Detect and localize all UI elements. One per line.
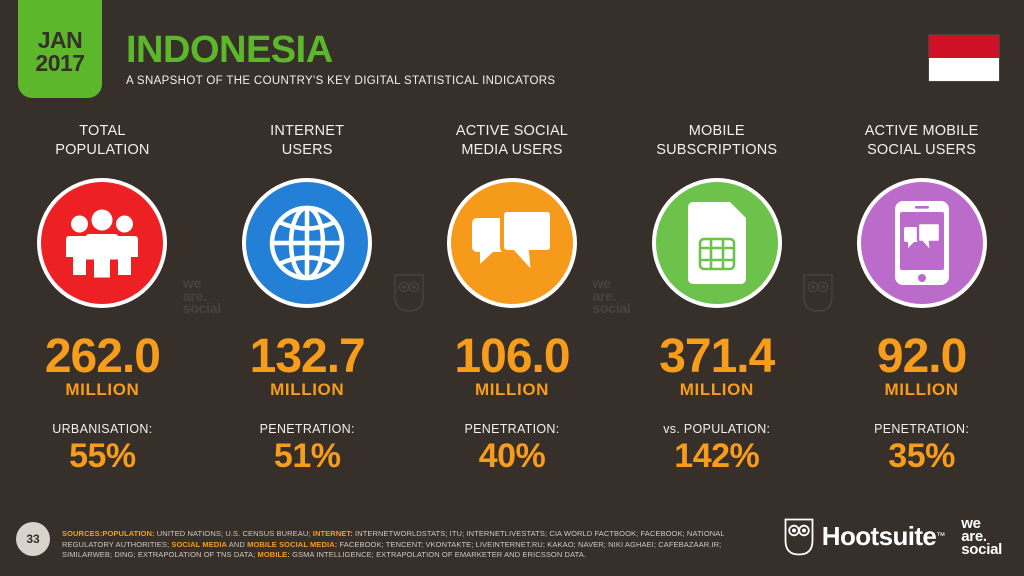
flag-stripe-white bbox=[929, 58, 999, 81]
owl-icon bbox=[393, 274, 424, 312]
metric-sub-value: 51% bbox=[273, 437, 341, 475]
sources-label: SOURCES: bbox=[62, 529, 103, 539]
sources-mid-and: AND bbox=[227, 539, 248, 549]
metric-icon-circle bbox=[856, 178, 987, 308]
watermark-line2: are. bbox=[182, 287, 207, 304]
metric-active-social-media-users: ACTIVE SOCIAL MEDIA USERS 106.0 MILLION … bbox=[410, 122, 631, 497]
metric-label: ACTIVE SOCIAL MEDIA USERS bbox=[456, 122, 568, 166]
watermark-line1: we bbox=[182, 275, 201, 291]
metric-value: 132.7 bbox=[249, 330, 366, 383]
sources-text: SOURCES:POPULATION: UNITED NATIONS; U.S.… bbox=[62, 529, 762, 560]
metric-icon-circle bbox=[446, 178, 577, 308]
globe-icon bbox=[269, 205, 345, 281]
sources-text-mobile: GSMA INTELLIGENCE; EXTRAPOLATION OF EMAR… bbox=[289, 549, 587, 559]
metric-label: INTERNET USERS bbox=[270, 122, 344, 166]
metric-sub-label: URBANISATION: bbox=[52, 422, 153, 436]
sources-key-social-media: SOCIAL MEDIA bbox=[171, 539, 228, 549]
metric-label-line1: INTERNET bbox=[270, 123, 345, 139]
mobile-phone-chat-icon bbox=[894, 201, 949, 285]
metric-unit: MILLION bbox=[474, 380, 550, 399]
metrics-row: TOTAL POPULATION 262.0 MILLION URBANISAT… bbox=[0, 122, 1024, 497]
metric-unit: MILLION bbox=[270, 380, 345, 399]
hootsuite-owl-icon bbox=[784, 518, 814, 555]
metric-icon-circle bbox=[651, 178, 782, 308]
metric-sub-value: 35% bbox=[888, 437, 955, 475]
sim-card-icon bbox=[687, 202, 746, 284]
metric-label: ACTIVE MOBILE SOCIAL USERS bbox=[865, 122, 979, 166]
indonesia-flag-icon bbox=[928, 34, 1000, 82]
sources-text-social: FACEBOOK; TENCENT; VKONTAKTE; LIVEINTERN… bbox=[62, 539, 722, 559]
hootsuite-wordmark: Hootsuite™ bbox=[822, 521, 945, 552]
watermark-line3: social bbox=[592, 300, 631, 316]
metric-sub-value: 142% bbox=[674, 437, 760, 475]
metric-label: TOTAL POPULATION bbox=[55, 122, 149, 166]
sources-text-internet: INTERNETWORLDSTATS; ITU; INTERNETLIVESTA… bbox=[62, 529, 725, 549]
metric-value: 371.4 bbox=[659, 330, 775, 383]
date-year: 2017 bbox=[35, 50, 85, 76]
brand-row: Hootsuite™ we are. social bbox=[784, 515, 1002, 558]
was-line3: social bbox=[961, 541, 1002, 558]
page-title: INDONESIA bbox=[126, 29, 333, 71]
metric-unit: MILLION bbox=[884, 380, 959, 399]
metric-sub-value: 55% bbox=[69, 437, 136, 475]
page-subtitle: A SNAPSHOT OF THE COUNTRY'S KEY DIGITAL … bbox=[126, 75, 556, 87]
title-block: INDONESIA A SNAPSHOT OF THE COUNTRY'S KE… bbox=[126, 30, 555, 88]
metric-sub-label: PENETRATION: bbox=[874, 422, 970, 436]
metric-label-line2: SOCIAL USERS bbox=[867, 142, 977, 158]
metric-total-population: TOTAL POPULATION 262.0 MILLION URBANISAT… bbox=[0, 122, 221, 497]
metric-label-line1: TOTAL bbox=[79, 123, 126, 139]
flag-stripe-red bbox=[929, 35, 999, 58]
we-are-social-watermark: we are. social bbox=[592, 275, 631, 316]
metric-sub-label: vs. POPULATION: bbox=[663, 422, 771, 436]
sources-key-population: POPULATION: bbox=[102, 529, 155, 539]
date-badge: JAN 2017 bbox=[18, 0, 102, 98]
metric-value: 92.0 bbox=[876, 330, 967, 383]
metric-icon-circle bbox=[242, 178, 373, 308]
was-line2: are. bbox=[961, 528, 987, 545]
metric-icon-circle bbox=[37, 178, 168, 308]
sources-key-mobile: MOBILE: bbox=[257, 549, 290, 559]
metric-label-line2: SUBSCRIPTIONS bbox=[656, 142, 778, 158]
metric-internet-users: INTERNET USERS 132.7 MILLION PENETRATION… bbox=[205, 122, 424, 497]
date-month: JAN bbox=[37, 27, 83, 53]
metric-value: 106.0 bbox=[454, 330, 570, 383]
metric-value: 262.0 bbox=[44, 330, 161, 383]
speech-bubbles-icon bbox=[471, 208, 554, 279]
we-are-social-watermark: we are. social bbox=[182, 275, 221, 316]
people-icon bbox=[66, 209, 139, 278]
metric-sub-label: PENETRATION: bbox=[464, 422, 560, 436]
hootsuite-owl-watermark bbox=[393, 274, 424, 317]
metric-label-line1: ACTIVE SOCIAL bbox=[455, 123, 569, 139]
footer: 33 SOURCES:POPULATION: UNITED NATIONS; U… bbox=[0, 504, 1024, 576]
metric-sub-label: PENETRATION: bbox=[259, 422, 355, 436]
metric-label-line1: ACTIVE MOBILE bbox=[864, 123, 979, 139]
metric-label-line2: MEDIA USERS bbox=[461, 142, 563, 158]
metric-label-line2: USERS bbox=[281, 142, 333, 158]
metric-mobile-subscriptions: MOBILE SUBSCRIPTIONS 371.4 MILLION vs. P… bbox=[614, 122, 833, 497]
metric-unit: MILLION bbox=[679, 380, 754, 399]
was-line1: we bbox=[961, 515, 981, 532]
watermark-line2: are. bbox=[592, 287, 617, 304]
sources-key-mobile-social-media: MOBILE SOCIAL MEDIA: bbox=[247, 539, 338, 549]
hootsuite-logo: Hootsuite™ bbox=[784, 518, 945, 556]
watermark-line1: we bbox=[592, 275, 611, 291]
watermark-line3: social bbox=[182, 300, 221, 316]
header: JAN 2017 INDONESIA A SNAPSHOT OF THE COU… bbox=[0, 0, 1024, 105]
metric-label: MOBILE SUBSCRIPTIONS bbox=[656, 122, 777, 166]
metric-sub-value: 40% bbox=[478, 437, 546, 475]
trademark-symbol: ™ bbox=[936, 530, 946, 541]
page-number-badge: 33 bbox=[16, 522, 50, 556]
sources-key-internet: INTERNET: bbox=[312, 529, 353, 539]
owl-icon bbox=[803, 274, 833, 312]
metric-active-mobile-social-users: ACTIVE MOBILE SOCIAL USERS 92.0 MILLION … bbox=[819, 122, 1024, 497]
we-are-social-logo: we are. social bbox=[961, 515, 1002, 558]
metric-label-line1: MOBILE bbox=[688, 123, 745, 139]
sources-text-population: UNITED NATIONS; U.S. CENSUS BUREAU; bbox=[154, 529, 313, 539]
hootsuite-name: Hootsuite bbox=[821, 521, 937, 551]
metric-label-line2: POPULATION bbox=[55, 142, 150, 158]
hootsuite-owl-watermark bbox=[803, 274, 833, 317]
metric-unit: MILLION bbox=[65, 380, 140, 399]
